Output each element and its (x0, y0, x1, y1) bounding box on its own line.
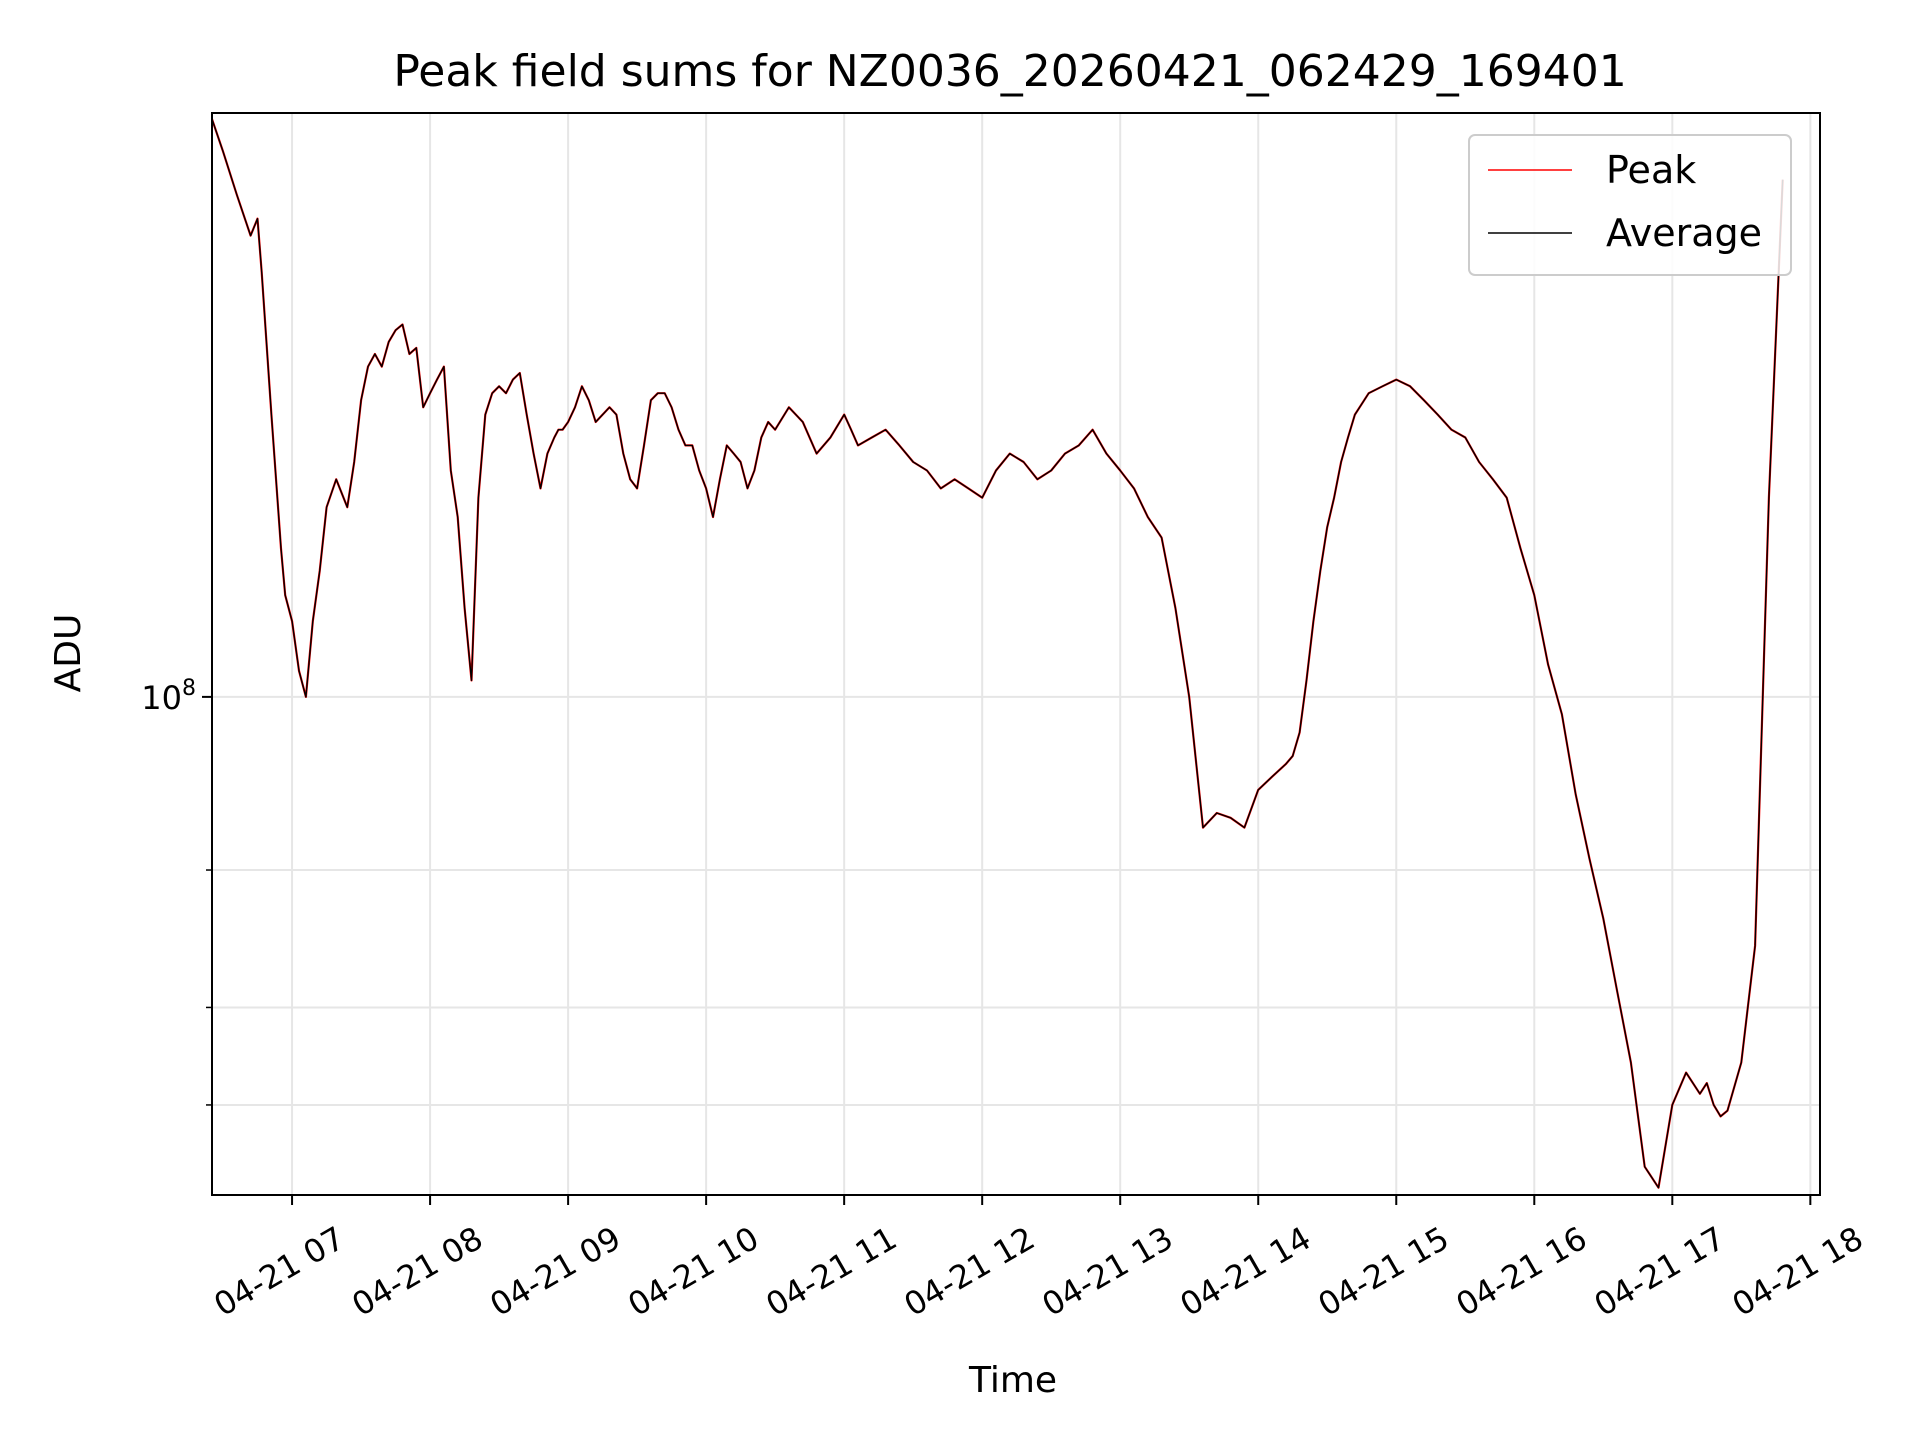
x-axis-label: Time (968, 1360, 1057, 1401)
legend: Peak Average (1468, 134, 1792, 276)
series-layer (210, 118, 1784, 1189)
legend-label-average: Average (1606, 211, 1762, 255)
y-tick-label: 108 (141, 676, 196, 717)
plot-frame (211, 112, 1821, 1196)
legend-label-peak: Peak (1606, 148, 1696, 192)
series-line-average (211, 118, 1784, 1189)
y-axis-label: ADU (48, 614, 89, 693)
chart-title: Peak field sums for NZ0036_20260421_0624… (393, 46, 1626, 97)
grid (212, 113, 1820, 1195)
